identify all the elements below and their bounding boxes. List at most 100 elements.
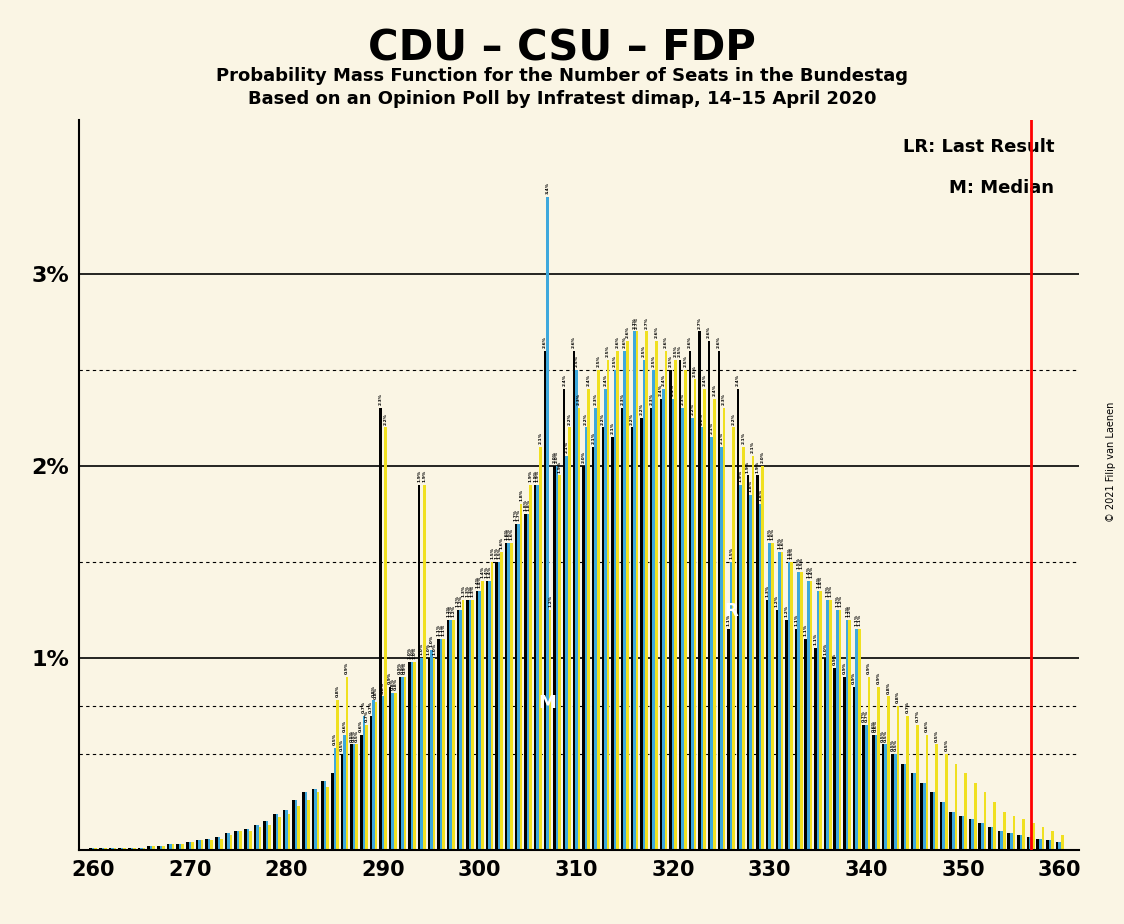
Text: 2.2%: 2.2% (601, 413, 605, 425)
Bar (655, 341, 658, 850)
Text: 1.2%: 1.2% (448, 604, 453, 616)
Text: 2.2%: 2.2% (690, 403, 695, 415)
Bar (153, 846, 155, 850)
Text: M: M (538, 694, 556, 711)
Text: 0.7%: 0.7% (362, 700, 365, 712)
Text: 1.6%: 1.6% (770, 528, 774, 540)
Text: 2.2%: 2.2% (629, 413, 634, 425)
Text: 0.6%: 0.6% (343, 720, 346, 732)
Bar (469, 601, 471, 850)
Bar (237, 831, 239, 850)
Bar (365, 725, 368, 850)
Bar (765, 601, 769, 850)
Bar (800, 572, 803, 850)
Bar (1042, 827, 1044, 850)
Bar (481, 581, 483, 850)
Text: 2.5%: 2.5% (683, 355, 688, 367)
Bar (631, 428, 633, 850)
Bar (891, 754, 894, 850)
Text: 1.2%: 1.2% (446, 604, 451, 616)
Text: 1.6%: 1.6% (768, 528, 772, 540)
Text: 1.0%: 1.0% (429, 635, 434, 648)
Text: 2.3%: 2.3% (593, 394, 598, 406)
Text: 2.3%: 2.3% (577, 394, 581, 406)
Text: 1.7%: 1.7% (514, 508, 518, 520)
Bar (906, 715, 909, 850)
Bar (674, 360, 677, 850)
Bar (797, 572, 800, 850)
Bar (950, 811, 952, 850)
Bar (89, 848, 92, 850)
Bar (114, 848, 117, 850)
Bar (607, 360, 609, 850)
Bar (1030, 836, 1032, 850)
Bar (672, 398, 674, 850)
Text: 0.9%: 0.9% (400, 663, 405, 675)
Bar (604, 389, 607, 850)
Bar (830, 601, 832, 850)
Text: 1.3%: 1.3% (765, 585, 769, 598)
Bar (597, 370, 600, 850)
Bar (130, 848, 133, 850)
Bar (157, 846, 160, 850)
Bar (382, 697, 384, 850)
Text: R: R (724, 602, 738, 620)
Bar (479, 590, 481, 850)
Bar (452, 620, 455, 850)
Bar (559, 476, 561, 850)
Bar (346, 677, 348, 850)
Bar (839, 610, 842, 850)
Bar (954, 763, 958, 850)
Text: 2.6%: 2.6% (717, 335, 720, 347)
Bar (614, 370, 616, 850)
Bar (964, 773, 967, 850)
Bar (1019, 834, 1023, 850)
Text: 0.8%: 0.8% (393, 677, 398, 689)
Text: 2.4%: 2.4% (659, 383, 663, 395)
Bar (874, 735, 878, 850)
Bar (399, 677, 401, 850)
Bar (172, 845, 174, 850)
Bar (166, 845, 170, 850)
Bar (404, 677, 407, 850)
Text: 0.5%: 0.5% (881, 729, 885, 742)
Text: 0.8%: 0.8% (374, 687, 378, 699)
Text: 0.5%: 0.5% (883, 729, 888, 742)
Bar (379, 408, 382, 850)
Text: 1.2%: 1.2% (774, 595, 779, 607)
Text: 0.6%: 0.6% (925, 720, 930, 732)
Text: 0.5%: 0.5% (891, 739, 895, 751)
Bar (1046, 841, 1049, 850)
Text: 2.2%: 2.2% (732, 413, 736, 425)
Text: 0.9%: 0.9% (877, 672, 881, 684)
Bar (524, 514, 527, 850)
Bar (447, 620, 450, 850)
Bar (201, 841, 203, 850)
Bar (244, 829, 246, 850)
Bar (395, 693, 397, 850)
Bar (681, 408, 685, 850)
Bar (278, 818, 281, 850)
Bar (149, 846, 153, 850)
Text: 1.2%: 1.2% (845, 604, 849, 616)
Bar (206, 839, 208, 850)
Bar (326, 786, 329, 850)
Bar (334, 748, 336, 850)
Bar (437, 638, 439, 850)
Text: 3.4%: 3.4% (545, 182, 550, 194)
Bar (662, 389, 664, 850)
Bar (601, 428, 604, 850)
Bar (710, 437, 713, 850)
Text: 1.9%: 1.9% (558, 460, 562, 472)
Bar (282, 809, 285, 850)
Text: 1.1%: 1.1% (726, 614, 731, 626)
Bar (940, 802, 942, 850)
Bar (1003, 811, 1006, 850)
Text: 1.3%: 1.3% (461, 585, 465, 598)
Text: 2.2%: 2.2% (700, 413, 704, 425)
Text: 0.8%: 0.8% (391, 677, 395, 689)
Bar (118, 848, 121, 850)
Bar (1027, 836, 1030, 850)
Text: 2.4%: 2.4% (604, 374, 607, 386)
Bar (1007, 833, 1010, 850)
